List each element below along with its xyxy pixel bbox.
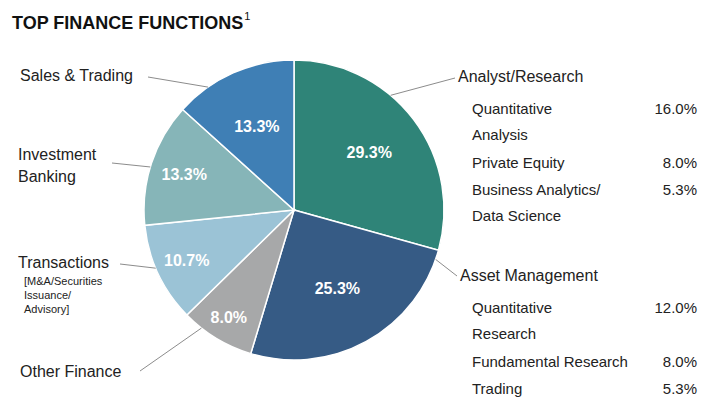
- breakdowns: Quantitative Analysis 16.0% Private Equity 8…: [472, 100, 697, 397]
- breakdown-label-line: Research: [472, 325, 536, 342]
- chart-title: TOP FINANCE FUNCTIONS: [12, 13, 243, 33]
- breakdown-value: 5.3%: [663, 380, 697, 397]
- breakdown-label: Private Equity: [472, 154, 565, 171]
- data-label: 8.0%: [211, 309, 247, 326]
- category-note-line: Issuance/: [24, 289, 72, 301]
- category-label: Other Finance: [20, 363, 121, 380]
- category-label-line: Analyst/Research: [458, 68, 583, 85]
- category-label: Transactions: [18, 254, 109, 271]
- category-label: Asset Management: [460, 267, 598, 284]
- chart-root: TOP FINANCE FUNCTIONS1 29.3% 25.3% 8.0% 10.7…: [0, 0, 719, 397]
- category-label-line: Transactions: [18, 254, 109, 271]
- breakdown-label-line: Business Analytics/: [472, 181, 601, 198]
- leader-lines: [112, 77, 457, 371]
- category-label: Sales & Trading: [20, 67, 133, 84]
- data-label: 10.7%: [164, 252, 209, 269]
- pie: [144, 60, 444, 360]
- breakdown-value: 16.0%: [654, 100, 697, 117]
- breakdown-label-line: Private Equity: [472, 154, 565, 171]
- breakdown-value: 8.0%: [663, 154, 697, 171]
- breakdown-label: Quantitative Research: [472, 299, 552, 342]
- breakdown-value: 12.0%: [654, 299, 697, 316]
- leader-line: [391, 78, 455, 95]
- breakdown-label-line: Fundamental Research: [472, 353, 628, 370]
- category-note-line: [M&A/Securities: [24, 275, 103, 287]
- leader-line: [436, 259, 457, 276]
- breakdown-label-line: Quantitative: [472, 100, 552, 117]
- leader-line: [148, 77, 208, 87]
- leader-line: [112, 163, 150, 167]
- category-label-line: Other Finance: [20, 363, 121, 380]
- category-note-line: Advisory]: [24, 303, 69, 315]
- pie-slice: [145, 210, 294, 315]
- data-label: 29.3%: [347, 144, 392, 161]
- pie-slice: [183, 60, 294, 210]
- category-note: [M&A/Securities Issuance/Advisory]: [24, 275, 103, 315]
- data-labels: 29.3% 25.3% 8.0% 10.7% 13.3% 13.3%: [162, 118, 392, 326]
- category-label-line: Investment: [18, 146, 97, 163]
- data-label: 13.3%: [162, 166, 207, 183]
- breakdown-label: Quantitative Analysis: [472, 100, 552, 143]
- breakdown-label-line: Trading: [472, 380, 522, 397]
- breakdown-label-line: Analysis: [472, 126, 528, 143]
- data-label: 13.3%: [234, 118, 279, 135]
- breakdown-value: 8.0%: [663, 353, 697, 370]
- category-label: Investment Banking: [18, 146, 97, 185]
- leader-line: [120, 264, 156, 268]
- breakdown-label: Fundamental Research: [472, 353, 628, 370]
- title-note: 1: [244, 10, 250, 22]
- category-labels: Analyst/Research Asset Management Other Fi…: [18, 67, 598, 380]
- category-label-line: Banking: [18, 168, 76, 185]
- category-label: Analyst/Research: [458, 68, 583, 85]
- breakdown-label: Trading: [472, 380, 522, 397]
- category-label-line: Sales & Trading: [20, 67, 133, 84]
- category-label-line: Asset Management: [460, 267, 598, 284]
- data-label: 25.3%: [315, 280, 360, 297]
- leader-line: [140, 328, 201, 371]
- breakdown-label: Business Analytics/Data Science: [472, 181, 601, 224]
- breakdown-value: 5.3%: [663, 181, 697, 198]
- breakdown-label-line: Data Science: [472, 207, 561, 224]
- breakdown-label-line: Quantitative: [472, 299, 552, 316]
